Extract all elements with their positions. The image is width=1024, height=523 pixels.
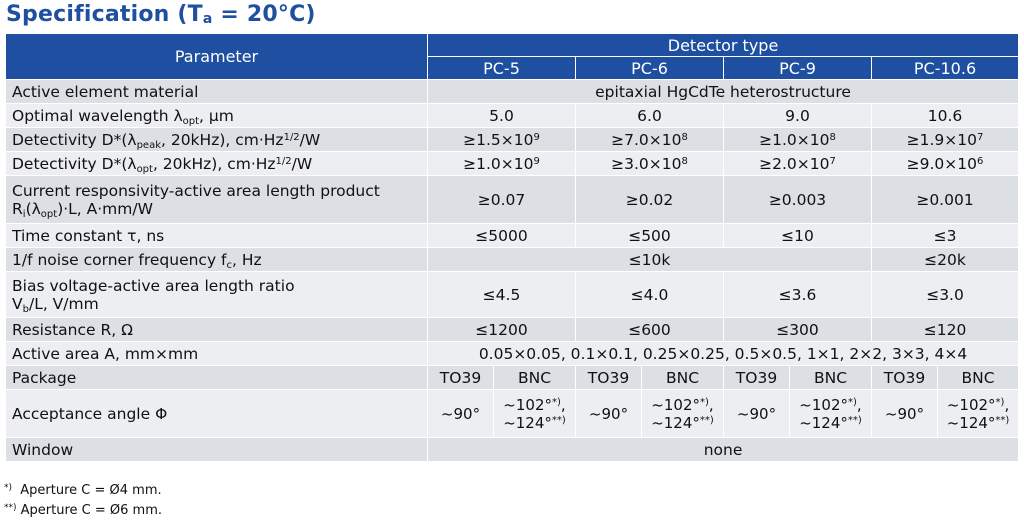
param-label: Bias voltage-active area length ratio Vb/… [5,271,428,318]
cell-value: TO39 [575,365,642,390]
cell-value: ~102°*), ~124°**) [936,389,1020,438]
cell-value: ≥1.0×109 [427,151,576,176]
param-label: 1/f noise corner frequency fc, Hz [5,247,428,272]
cell-value: 9.0 [723,103,872,128]
cell-value: 0.05×0.05, 0.1×0.1, 0.25×0.25, 0.5×0.5, … [426,341,1020,366]
param-label: Time constant τ, ns [5,223,428,248]
cell-value: ≥1.9×107 [870,127,1020,152]
cell-value: BNC [493,365,576,390]
table-row: Active element material epitaxial HgCdTe… [5,79,1020,104]
model-header-row: PC-5 PC-6 PC-9 PC-10.6 [6,56,1020,80]
param-label: Current responsivity-active area length … [5,175,428,224]
param-label: Detectivity D*(λpeak, 20kHz), cm·Hz1/2/W [5,127,428,152]
cell-value: ≥1.5×109 [427,127,576,152]
table-row: Window none [5,437,1020,462]
page-title: Specification (Ta = 20°C) [6,2,316,27]
model-header: PC-6 [575,56,724,80]
detector-type-header: Detector type [426,33,1020,57]
table-row: Detectivity D*(λpeak, 20kHz), cm·Hz1/2/W… [5,127,1020,152]
cell-value: ≤120 [870,317,1020,342]
cell-value: ~90° [723,389,790,438]
cell-value: ≥7.0×108 [575,127,724,152]
param-label: Active area A, mm×mm [5,341,428,366]
footnotes: *) Aperture C = Ø4 mm. **) Aperture C = … [4,481,162,521]
cell-value: ≥2.0×107 [723,151,872,176]
cell-value: ~102°*), ~124°**) [493,389,576,438]
cell-value: BNC [789,365,872,390]
cell-value: TO39 [871,365,938,390]
cell-value: ≥0.001 [870,175,1020,224]
table-row: Active area A, mm×mm 0.05×0.05, 0.1×0.1,… [5,341,1020,366]
table-row: 1/f noise corner frequency fc, Hz ≤10k ≤… [5,247,1020,272]
cell-value: ≥0.07 [427,175,576,224]
param-label: Resistance R, Ω [5,317,428,342]
cell-value: ≤1200 [427,317,576,342]
cell-value: ≥0.02 [575,175,724,224]
cell-value: ~90° [871,389,938,438]
cell-value: ≥9.0×106 [870,151,1020,176]
table-row: Current responsivity-active area length … [5,175,1020,224]
footnote: *) Aperture C = Ø4 mm. [4,483,162,498]
cell-value: 5.0 [427,103,576,128]
param-label: Detectivity D*(λopt, 20kHz), cm·Hz1/2/W [5,151,428,176]
cell-value: ~102°*), ~124°**) [641,389,724,438]
cell-value: ~102°*), ~124°**) [789,389,872,438]
cell-value: ≥0.003 [723,175,872,224]
cell-value: ≤600 [575,317,724,342]
model-header: PC-10.6 [870,56,1020,80]
cell-value: ≤3 [870,223,1020,248]
parameter-header: Parameter [5,33,428,80]
table-row: Optimal wavelength λopt, μm 5.0 6.0 9.0 … [5,103,1020,128]
cell-value: ≤5000 [427,223,576,248]
cell-value: ≤4.5 [427,271,576,318]
cell-value: 6.0 [575,103,724,128]
cell-value: ≤10k [427,247,872,272]
cell-value: ≥1.0×108 [723,127,872,152]
table-row: Detectivity D*(λopt, 20kHz), cm·Hz1/2/W … [5,151,1020,176]
cell-value: TO39 [427,365,494,390]
cell-value: epitaxial HgCdTe heterostructure [426,79,1020,104]
header-row: Parameter Detector type [5,33,1020,80]
cell-value: TO39 [723,365,790,390]
cell-value: ≤10 [723,223,872,248]
model-header: PC-5 [427,56,576,80]
cell-value: ≤500 [575,223,724,248]
cell-value: none [426,437,1020,462]
cell-value: ≤3.6 [723,271,872,318]
model-header: PC-9 [723,56,872,80]
param-label: Optimal wavelength λopt, μm [5,103,428,128]
footnote: **) Aperture C = Ø6 mm. [4,503,162,518]
param-label: Window [5,437,428,462]
table-row: Time constant τ, ns ≤5000 ≤500 ≤10 ≤3 [5,223,1020,248]
cell-value: ≤3.0 [870,271,1020,318]
param-label: Acceptance angle Φ [5,389,428,438]
cell-value: BNC [936,365,1020,390]
cell-value: ≥3.0×108 [575,151,724,176]
table-row: Package TO39 BNC TO39 BNC TO39 BNC TO39 … [5,365,1020,390]
table-row: Resistance R, Ω ≤1200 ≤600 ≤300 ≤120 [5,317,1020,342]
table-row: Bias voltage-active area length ratio Vb/… [5,271,1020,318]
spec-table: Parameter Detector type PC-5 PC-6 PC-9 P… [5,33,1020,462]
cell-value: ≤300 [723,317,872,342]
cell-value: BNC [641,365,724,390]
param-label: Active element material [5,79,428,104]
cell-value: ~90° [575,389,642,438]
cell-value: ≤4.0 [575,271,724,318]
cell-value: 10.6 [870,103,1020,128]
cell-value: ≤20k [870,247,1020,272]
param-label: Package [5,365,428,390]
table-row: Acceptance angle Φ ~90° ~102°*), ~124°**)… [5,389,1020,438]
cell-value: ~90° [427,389,494,438]
